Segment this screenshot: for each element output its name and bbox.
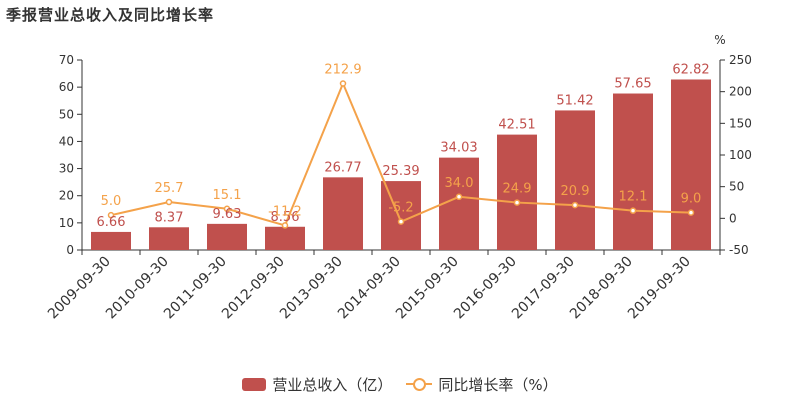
- y-left-tick-label: 40: [59, 134, 74, 148]
- line-value-label: 15.1: [213, 188, 242, 203]
- bar: [265, 226, 305, 250]
- bar-value-label: 6.66: [97, 215, 126, 230]
- line-value-label: 12.1: [619, 190, 648, 205]
- line-point: [397, 218, 405, 225]
- y-right-tick-label: 150: [729, 116, 752, 130]
- line-point: [455, 193, 463, 201]
- y-left-tick-label: 20: [59, 189, 74, 203]
- line-point: [281, 222, 289, 229]
- y-right-tick-label: -50: [729, 243, 749, 257]
- data-labels: 6.66 8.37 9.63 8.56 26.77 25.39 34.03 42.51 51.4…: [97, 62, 710, 229]
- bar: [91, 231, 131, 250]
- bar-series: [91, 79, 711, 251]
- y-right-tick-label: 100: [729, 148, 752, 162]
- y-left-tick-label: 30: [59, 162, 74, 176]
- line-value-label: 34.0: [445, 176, 474, 191]
- line-series: [107, 80, 695, 229]
- line-point: [339, 80, 347, 87]
- bar: [207, 223, 247, 250]
- y-right-unit-label: %: [714, 33, 725, 47]
- line-point: [571, 201, 579, 209]
- line-value-label: -11.2: [268, 204, 302, 219]
- y-left-tick-label: 60: [59, 80, 74, 94]
- bar-value-label: 26.77: [324, 160, 361, 175]
- line-point: [107, 211, 115, 219]
- line-point: [513, 199, 521, 206]
- line-value-label: 24.9: [503, 182, 532, 197]
- legend-bar-swatch: [242, 377, 267, 391]
- bar: [671, 79, 711, 250]
- legend-revenue-label: 营业总收入（亿）: [272, 375, 393, 394]
- y-right-tick-label: 0: [729, 211, 737, 225]
- bar: [149, 227, 189, 250]
- bar-value-label: 8.56: [271, 210, 300, 225]
- y-right-tick-label: 200: [729, 85, 752, 99]
- bar-value-label: 25.39: [382, 164, 419, 179]
- line-point: [165, 198, 173, 206]
- line-value-label: 212.9: [324, 62, 361, 77]
- bar: [439, 157, 479, 250]
- line-value-label: -5.2: [388, 201, 413, 216]
- line-point: [223, 205, 231, 213]
- bar-value-label: 57.65: [614, 77, 651, 92]
- line-value-label: 9.0: [681, 192, 702, 207]
- bar-value-label: 34.03: [440, 141, 477, 156]
- line-value-label: 5.0: [101, 194, 122, 209]
- legend-growth-label: 同比增长率（%）: [438, 375, 558, 394]
- line-point: [687, 209, 695, 216]
- x-tick-label: 2019-09-30: [625, 254, 694, 323]
- bar-value-label: 42.51: [498, 118, 535, 133]
- y-left-tick-label: 50: [59, 107, 74, 121]
- line-point: [629, 207, 637, 214]
- bar: [323, 177, 363, 250]
- bar-value-label: 62.82: [672, 62, 709, 77]
- line-value-label: 20.9: [561, 184, 590, 199]
- legend-item-revenue[interactable]: 营业总收入（亿）: [242, 374, 392, 395]
- bar-value-label: 8.37: [155, 210, 184, 225]
- legend-item-growth[interactable]: 同比增长率（%）: [406, 374, 558, 395]
- legend: 营业总收入（亿） 同比增长率（%）: [0, 372, 800, 396]
- bar-value-label: 51.42: [556, 93, 593, 108]
- bar: [613, 93, 653, 251]
- bar: [497, 134, 537, 250]
- chart-title: 季报营业总收入及同比增长率: [6, 6, 215, 24]
- bar: [555, 110, 595, 250]
- line-value-label: 25.7: [155, 181, 184, 196]
- y-left-tick-label: 70: [59, 53, 74, 67]
- y-right-tick-label: 50: [729, 180, 744, 194]
- legend-line-swatch: [406, 377, 433, 391]
- y-right-tick-label: 250: [729, 53, 752, 67]
- bar-value-label: 9.63: [213, 207, 242, 222]
- y-left-tick-label: 10: [59, 216, 74, 230]
- y-left-tick-label: 0: [66, 243, 74, 257]
